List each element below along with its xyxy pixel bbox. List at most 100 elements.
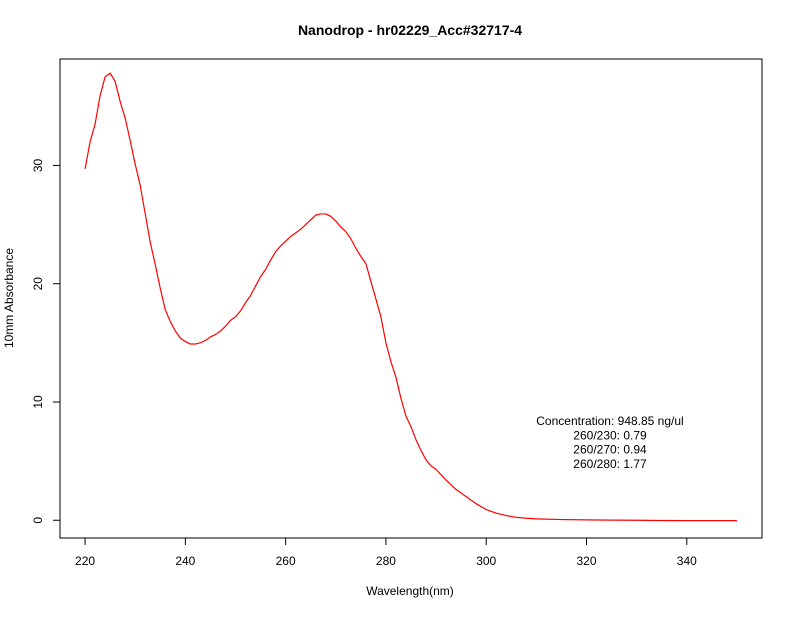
chart-title: Nanodrop - hr02229_Acc#32717-4: [298, 22, 522, 38]
data-point: [486, 509, 487, 510]
data-point: [95, 123, 96, 124]
data-point: [736, 520, 737, 521]
data-point: [240, 310, 241, 311]
data-point: [420, 450, 421, 451]
data-point: [195, 343, 196, 344]
data-point: [190, 343, 191, 344]
data-point: [160, 288, 161, 289]
data-point: [255, 285, 256, 286]
y-axis: 0 10 20 30: [31, 158, 61, 524]
data-point: [140, 185, 141, 186]
y-tick-label: 30: [31, 158, 45, 172]
y-axis-label: 10mm Absorbance: [2, 248, 16, 348]
data-point: [476, 503, 477, 504]
x-axis: 220 240 260 280 300 320 340: [75, 537, 697, 568]
annotation-line: 260/230: 0.79: [573, 428, 647, 442]
x-tick-label: 320: [576, 554, 596, 568]
data-point: [170, 321, 171, 322]
x-tick-label: 260: [276, 554, 296, 568]
data-point: [390, 361, 391, 362]
data-point: [89, 141, 90, 142]
data-point: [285, 241, 286, 242]
data-point: [250, 295, 251, 296]
data-point: [360, 256, 361, 257]
data-point: [205, 340, 206, 341]
data-point: [516, 517, 517, 518]
data-point: [295, 232, 296, 233]
data-point: [385, 342, 386, 343]
data-point: [496, 513, 497, 514]
data-point: [105, 76, 106, 77]
data-point: [220, 330, 221, 331]
data-point: [200, 342, 201, 343]
data-point: [636, 520, 637, 521]
data-point: [435, 469, 436, 470]
data-point: [260, 276, 261, 277]
data-point: [380, 316, 381, 317]
data-point: [340, 226, 341, 227]
data-point: [165, 309, 166, 310]
data-point: [425, 459, 426, 460]
data-point: [235, 316, 236, 317]
x-tick-label: 300: [476, 554, 496, 568]
data-point: [215, 334, 216, 335]
data-point: [210, 336, 211, 337]
annotation-line: 260/280: 1.77: [573, 457, 647, 471]
data-point: [145, 213, 146, 214]
x-tick-label: 280: [376, 554, 396, 568]
data-point: [275, 251, 276, 252]
data-point: [84, 168, 85, 169]
data-point: [310, 219, 311, 220]
data-point: [395, 377, 396, 378]
data-point: [370, 281, 371, 282]
data-point: [365, 263, 366, 264]
data-point: [446, 479, 447, 480]
data-point: [110, 73, 111, 74]
data-point: [661, 520, 662, 521]
data-point: [290, 236, 291, 237]
data-point: [320, 213, 321, 214]
data-point: [245, 302, 246, 303]
data-point: [125, 118, 126, 119]
data-point: [270, 259, 271, 260]
data-point: [300, 229, 301, 230]
data-point: [305, 224, 306, 225]
data-point: [225, 326, 226, 327]
data-point: [330, 216, 331, 217]
x-axis-label: Wavelength(nm): [366, 584, 454, 598]
data-point: [130, 140, 131, 141]
data-point: [180, 338, 181, 339]
data-point: [686, 520, 687, 521]
absorbance-series-line: [84, 72, 737, 522]
data-point: [230, 320, 231, 321]
data-point: [430, 465, 431, 466]
data-point: [400, 398, 401, 399]
data-point: [185, 341, 186, 342]
y-tick-label: 0: [31, 517, 45, 524]
data-point: [375, 298, 376, 299]
data-point: [315, 215, 316, 216]
data-point: [415, 439, 416, 440]
x-tick-label: 220: [75, 554, 95, 568]
data-point: [611, 520, 612, 521]
data-point: [120, 101, 121, 102]
data-point: [405, 416, 406, 417]
x-tick-label: 340: [677, 554, 697, 568]
data-point: [155, 264, 156, 265]
data-point: [466, 496, 467, 497]
annotation-line: 260/270: 0.94: [573, 443, 647, 457]
data-point: [456, 489, 457, 490]
data-point: [135, 164, 136, 165]
series-layer: [84, 72, 737, 522]
data-point: [586, 519, 587, 520]
data-point: [150, 242, 151, 243]
data-point: [325, 213, 326, 214]
data-point: [410, 426, 411, 427]
y-tick-label: 10: [31, 395, 45, 409]
data-point: [265, 269, 266, 270]
data-point: [345, 231, 346, 232]
data-point: [536, 518, 537, 519]
data-point: [506, 515, 507, 516]
